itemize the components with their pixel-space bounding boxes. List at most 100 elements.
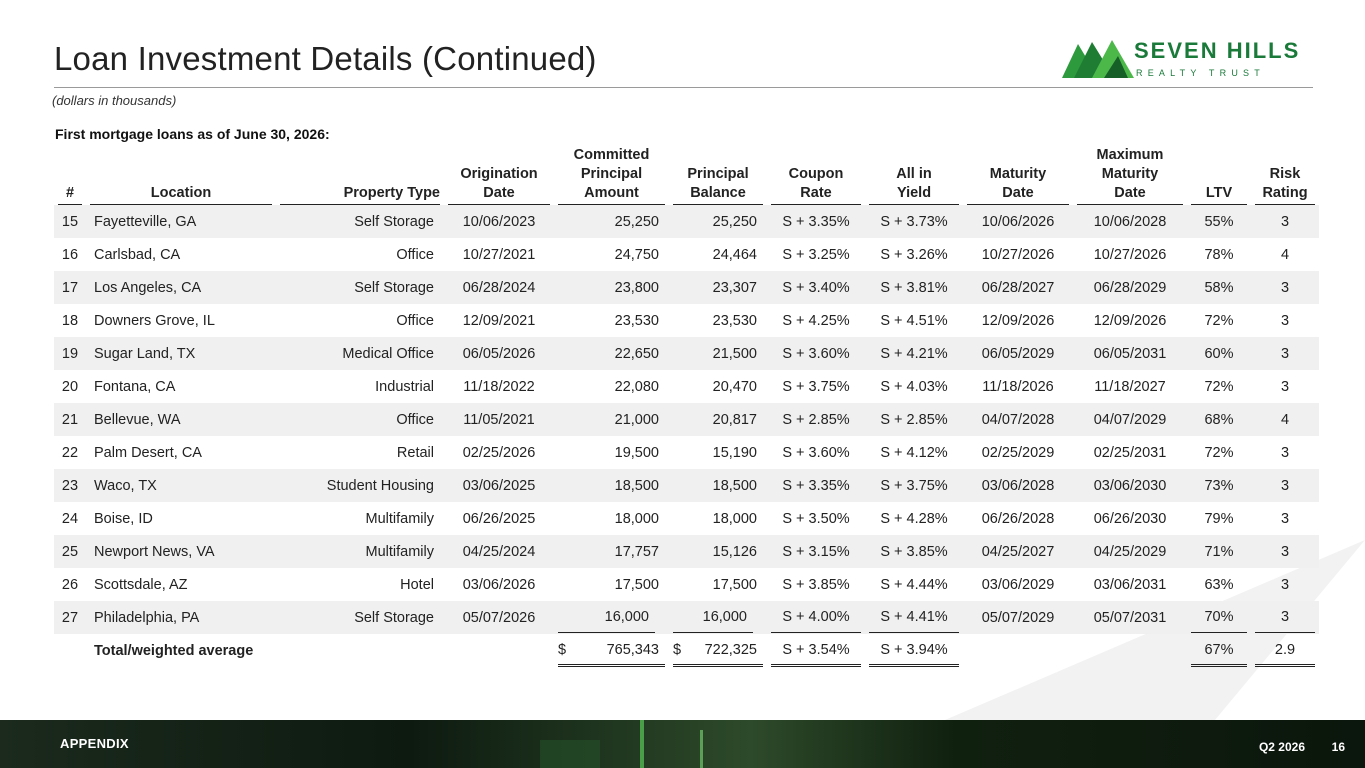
cell-all-in-yield: S + 3.85% <box>865 535 963 568</box>
cell-ltv: 63% <box>1204 576 1234 593</box>
cell-maturity-date: 11/18/2026 <box>982 378 1054 395</box>
col-header-location: Location <box>86 146 276 205</box>
cell-ltv: 72% <box>1204 378 1234 395</box>
total-risk: 2.9 <box>1251 634 1319 668</box>
cell-max-maturity-date: 06/05/2031 <box>1073 337 1187 370</box>
cell-ltv: 73% <box>1187 469 1251 502</box>
section-heading: First mortgage loans as of June 30, 2026… <box>55 126 330 142</box>
cell-coupon-rate: S + 3.50% <box>782 510 850 527</box>
cell-coupon-rate: S + 3.60% <box>782 444 850 461</box>
cell-maturity-date: 10/27/2026 <box>981 246 1055 263</box>
cell-risk-rating: 3 <box>1251 205 1319 238</box>
cell-maturity-date: 02/25/2029 <box>981 444 1055 461</box>
cell-ltv: 71% <box>1187 535 1251 568</box>
cell-committed-principal: 17,757 <box>554 535 669 568</box>
cell-property-type: Student Housing <box>276 469 444 502</box>
cell-num: 24 <box>61 510 79 527</box>
cell-origination-date: 11/05/2021 <box>444 403 554 436</box>
cell-principal-balance: 20,470 <box>712 378 757 395</box>
cell-risk-rating: 3 <box>1251 535 1319 568</box>
table-row: 17 Los Angeles, CA Self Storage 06/28/2024 2… <box>54 271 1319 304</box>
total-yield: S + 3.94% <box>865 634 963 668</box>
page-number: 16 <box>1331 740 1345 754</box>
col-header-origination-date: Origination Date <box>444 146 554 205</box>
cell-coupon-rate: S + 3.40% <box>767 271 865 304</box>
cell-coupon-rate: S + 3.85% <box>782 576 850 593</box>
table-row: 27 Philadelphia, PA Self Storage 05/07/2026… <box>54 601 1319 634</box>
cell-max-maturity-date: 06/28/2029 <box>1073 271 1187 304</box>
cell-location: Palm Desert, CA <box>94 444 202 461</box>
cell-maturity-date: 03/06/2028 <box>963 469 1073 502</box>
cell-property-type: Medical Office <box>276 337 444 370</box>
cell-principal-balance: 15,126 <box>669 535 767 568</box>
cell-origination-date: 05/07/2026 <box>444 601 554 634</box>
cell-max-maturity-date: 04/07/2029 <box>1073 403 1187 436</box>
table-row: 22 Palm Desert, CA Retail 02/25/2026 19,500 1… <box>54 436 1319 469</box>
cell-location: Los Angeles, CA <box>86 271 276 304</box>
table-header-row: # Location Property Type Origination Date… <box>54 146 1319 205</box>
cell-committed-principal: 24,750 <box>614 246 659 263</box>
cell-risk-rating: 3 <box>1251 469 1319 502</box>
cell-origination-date: 10/27/2021 <box>462 246 536 263</box>
logo-tagline: REALTY TRUST <box>1136 68 1265 78</box>
cell-ltv: 72% <box>1204 444 1234 461</box>
cell-ltv: 58% <box>1187 271 1251 304</box>
col-header-num: # <box>54 146 86 205</box>
cell-ltv: 68% <box>1187 403 1251 436</box>
cell-origination-date: 10/06/2023 <box>444 205 554 238</box>
cell-max-maturity-date: 03/06/2030 <box>1073 469 1187 502</box>
cell-max-maturity-date: 10/27/2026 <box>1093 246 1167 263</box>
cell-num: 27 <box>54 601 86 634</box>
cell-coupon-rate: S + 3.35% <box>767 205 865 238</box>
cell-principal-balance: 18,000 <box>712 510 757 527</box>
cell-num: 16 <box>61 246 79 263</box>
table-row: 24 Boise, ID Multifamily 06/26/2025 18,000 18… <box>54 502 1319 535</box>
cell-principal-balance: 15,190 <box>712 444 757 461</box>
col-header-risk-rating: Risk Rating <box>1251 146 1319 205</box>
cell-location: Scottsdale, AZ <box>94 576 188 593</box>
table-row: 23 Waco, TX Student Housing 03/06/2025 18,50… <box>54 469 1319 502</box>
cell-principal-balance: 16,000 <box>669 601 767 634</box>
cell-risk-rating: 3 <box>1280 576 1290 593</box>
cell-location: Sugar Land, TX <box>86 337 276 370</box>
cell-max-maturity-date: 11/18/2027 <box>1094 378 1166 395</box>
total-row: Total/weighted average $765,343 $722,325… <box>54 634 1319 668</box>
page-title: Loan Investment Details (Continued) <box>54 40 597 77</box>
cell-coupon-rate: S + 3.35% <box>767 469 865 502</box>
footer-quarter: Q2 2026 <box>1258 740 1305 754</box>
cell-max-maturity-date: 05/07/2031 <box>1073 601 1187 634</box>
cell-location: Newport News, VA <box>86 535 276 568</box>
footer-section-label: APPENDIX <box>60 736 129 751</box>
cell-max-maturity-date: 02/25/2031 <box>1093 444 1167 461</box>
cell-origination-date: 03/06/2026 <box>462 576 536 593</box>
cell-maturity-date: 04/25/2027 <box>963 535 1073 568</box>
mountains-icon <box>1062 40 1134 78</box>
cell-ltv: 78% <box>1204 246 1234 263</box>
cell-num: 15 <box>54 205 86 238</box>
cell-committed-principal: 17,500 <box>614 576 659 593</box>
cell-ltv: 79% <box>1204 510 1234 527</box>
cell-num: 18 <box>61 312 79 329</box>
cell-property-type: Multifamily <box>276 535 444 568</box>
cell-risk-rating: 3 <box>1280 510 1290 527</box>
cell-origination-date: 11/18/2022 <box>463 378 535 395</box>
table-row: 15 Fayetteville, GA Self Storage 10/06/2023… <box>54 205 1319 238</box>
cell-ltv: 60% <box>1187 337 1251 370</box>
cell-maturity-date: 06/26/2028 <box>981 510 1055 527</box>
cell-location: Downers Grove, IL <box>94 312 215 329</box>
cell-max-maturity-date: 06/26/2030 <box>1093 510 1167 527</box>
cell-coupon-rate: S + 3.25% <box>782 246 850 263</box>
cell-principal-balance: 24,464 <box>712 246 757 263</box>
cell-all-in-yield: S + 3.81% <box>865 271 963 304</box>
cell-all-in-yield: S + 4.41% <box>865 601 963 634</box>
cell-maturity-date: 03/06/2029 <box>981 576 1055 593</box>
cell-committed-principal: 23,530 <box>614 312 659 329</box>
cell-principal-balance: 17,500 <box>712 576 757 593</box>
cell-maturity-date: 10/06/2026 <box>963 205 1073 238</box>
cell-property-type: Office <box>396 312 434 329</box>
cell-coupon-rate: S + 2.85% <box>767 403 865 436</box>
cell-maturity-date: 04/07/2028 <box>963 403 1073 436</box>
cell-location: Waco, TX <box>86 469 276 502</box>
cell-origination-date: 02/25/2026 <box>462 444 536 461</box>
cell-num: 20 <box>61 378 79 395</box>
